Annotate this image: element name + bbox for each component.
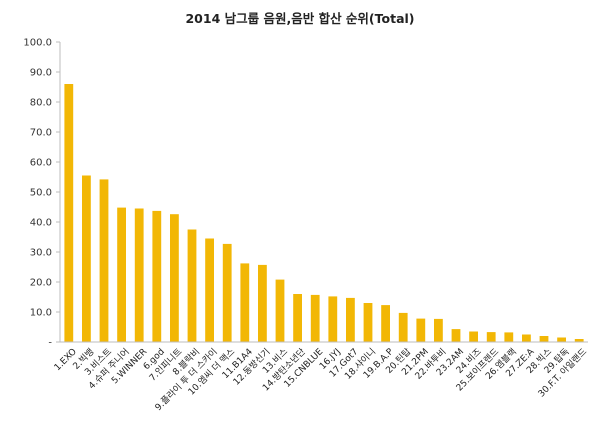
bar-26 <box>504 332 514 342</box>
y-tick-label: 80.0 <box>30 98 52 109</box>
bar-15 <box>310 294 320 342</box>
bar-24 <box>469 331 478 342</box>
bar-6 <box>152 210 162 342</box>
bar-8 <box>187 229 197 342</box>
bar-18 <box>363 303 373 342</box>
bars <box>64 84 584 342</box>
bar-27 <box>522 334 531 342</box>
bar-16 <box>328 296 338 342</box>
bar-10 <box>222 243 232 342</box>
y-tick-label: 60.0 <box>30 158 52 169</box>
bar-28 <box>539 336 549 342</box>
chart-title: 2014 남그룹 음원,음반 합산 순위(Total) <box>185 11 415 26</box>
y-tick-label: 40.0 <box>30 218 52 229</box>
bar-23 <box>451 329 461 342</box>
y-tick-label: - <box>48 338 52 349</box>
bar-3 <box>99 179 109 342</box>
bar-17 <box>346 297 355 342</box>
y-tick-label: 100.0 <box>23 38 52 49</box>
bar-5 <box>134 208 144 342</box>
y-tick-label: 10.0 <box>30 308 52 319</box>
y-tick-label: 70.0 <box>30 128 52 139</box>
bar-20 <box>398 312 408 342</box>
bar-30 <box>574 339 584 342</box>
y-tick-label: 30.0 <box>30 248 52 259</box>
bar-14 <box>293 294 302 342</box>
bar-22 <box>434 318 443 342</box>
bar-2 <box>82 175 91 342</box>
bar-1 <box>64 84 74 342</box>
bar-25 <box>486 332 496 342</box>
bar-9 <box>205 238 214 342</box>
bar-21 <box>416 318 426 342</box>
bar-4 <box>117 207 126 342</box>
bar-12 <box>258 264 267 342</box>
bar-29 <box>557 337 566 342</box>
y-tick-label: 20.0 <box>30 278 52 289</box>
bar-7 <box>170 214 179 342</box>
bar-13 <box>275 279 285 342</box>
y-tick-label: 90.0 <box>30 68 52 79</box>
bar-19 <box>381 305 390 342</box>
bar-11 <box>240 263 250 342</box>
y-axis: - 10.0 20.0 30.0 40.0 50.0 60.0 70.0 80.0 90.0 100… <box>23 38 61 349</box>
y-tick-label: 50.0 <box>30 188 52 199</box>
